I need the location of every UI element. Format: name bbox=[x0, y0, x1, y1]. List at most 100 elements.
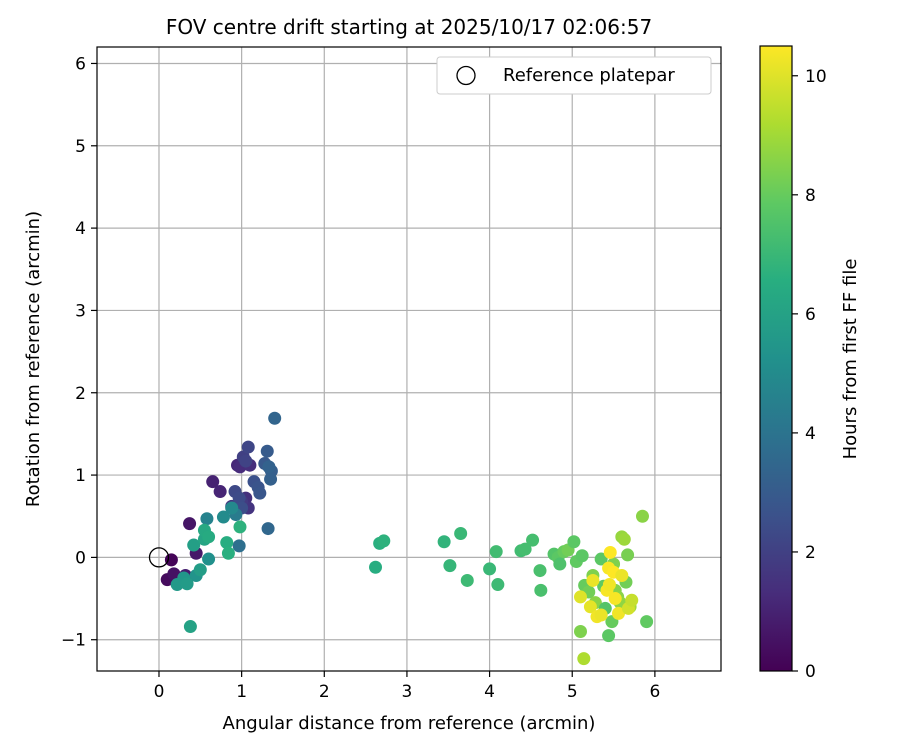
data-point bbox=[491, 578, 505, 592]
data-point bbox=[377, 534, 391, 548]
data-point bbox=[454, 527, 468, 541]
reference-marker bbox=[148, 547, 170, 568]
data-point bbox=[268, 411, 282, 425]
colorbar-tick-label: 6 bbox=[805, 305, 816, 325]
colorbar-ticks: 0 2 4 6 8 10 bbox=[792, 67, 827, 682]
data-point bbox=[594, 552, 608, 566]
x-axis-label: Angular distance from reference (arcmin) bbox=[223, 713, 596, 734]
data-point bbox=[575, 549, 589, 563]
data-point bbox=[264, 472, 278, 486]
data-point bbox=[202, 552, 216, 566]
y-tick-label: 5 bbox=[75, 137, 86, 157]
data-point bbox=[573, 590, 587, 604]
data-point bbox=[608, 592, 622, 606]
data-point bbox=[193, 563, 207, 577]
data-point bbox=[573, 624, 587, 638]
data-point bbox=[233, 520, 247, 534]
colorbar-tick-label: 4 bbox=[805, 424, 816, 444]
y-tick-label: 6 bbox=[75, 54, 86, 74]
data-point bbox=[612, 606, 626, 620]
data-point bbox=[261, 522, 275, 536]
data-point bbox=[489, 545, 503, 559]
data-point bbox=[603, 545, 617, 559]
data-point bbox=[533, 564, 547, 578]
data-point bbox=[437, 535, 451, 549]
data-point bbox=[221, 546, 235, 560]
x-axis-ticks: 0 1 2 3 4 5 6 bbox=[154, 671, 660, 702]
data-point bbox=[534, 583, 548, 597]
colorbar-tick-label: 10 bbox=[805, 67, 827, 87]
data-point bbox=[232, 491, 246, 505]
data-point bbox=[202, 530, 216, 544]
legend-label: Reference platepar bbox=[503, 65, 675, 86]
data-point bbox=[615, 569, 629, 583]
data-point bbox=[518, 542, 532, 556]
data-point bbox=[232, 539, 246, 553]
colorbar-tick-label: 0 bbox=[805, 662, 816, 682]
data-point bbox=[640, 615, 654, 629]
data-point bbox=[213, 485, 227, 499]
data-point bbox=[617, 532, 631, 546]
data-point bbox=[216, 510, 230, 524]
x-tick-label: 2 bbox=[319, 682, 330, 702]
y-tick-label: −1 bbox=[61, 631, 86, 651]
x-tick-label: 1 bbox=[236, 682, 247, 702]
y-tick-label: 4 bbox=[75, 219, 86, 239]
plot-area-frame bbox=[96, 46, 722, 672]
data-point bbox=[602, 629, 616, 643]
x-tick-label: 4 bbox=[484, 682, 495, 702]
y-axis-label: Rotation from reference (arcmin) bbox=[23, 211, 44, 507]
data-point bbox=[369, 560, 383, 574]
data-point bbox=[567, 535, 581, 549]
data-point bbox=[187, 538, 201, 552]
data-point bbox=[220, 536, 234, 550]
data-point bbox=[526, 533, 540, 547]
data-point bbox=[241, 440, 255, 454]
data-point bbox=[167, 567, 181, 581]
data-point bbox=[206, 475, 220, 489]
colorbar: 0 2 4 6 8 10 Hours from first FF file bbox=[759, 45, 861, 682]
y-axis-ticks: −1 0 1 2 3 4 5 6 bbox=[61, 54, 97, 651]
data-point bbox=[460, 573, 474, 587]
data-point bbox=[225, 501, 239, 515]
data-point bbox=[635, 509, 649, 523]
x-tick-label: 0 bbox=[154, 682, 165, 702]
data-point bbox=[553, 557, 567, 571]
colorbar-gradient bbox=[759, 45, 793, 672]
data-point bbox=[483, 562, 497, 576]
data-point bbox=[183, 620, 197, 634]
data-point bbox=[625, 593, 639, 607]
data-point bbox=[183, 517, 197, 531]
x-tick-label: 6 bbox=[649, 682, 660, 702]
legend-box bbox=[436, 56, 712, 95]
data-point bbox=[180, 577, 194, 591]
data-point bbox=[262, 460, 276, 474]
data-point bbox=[260, 444, 274, 458]
data-point bbox=[443, 559, 457, 573]
legend: Reference platepar bbox=[436, 56, 712, 95]
y-tick-label: 2 bbox=[75, 384, 86, 404]
data-point bbox=[170, 578, 184, 592]
data-point bbox=[164, 553, 178, 567]
data-point bbox=[602, 578, 616, 592]
data-point bbox=[253, 486, 267, 500]
y-tick-label: 1 bbox=[75, 466, 86, 486]
reference-platepar-point bbox=[148, 547, 170, 568]
data-point bbox=[200, 512, 214, 526]
colorbar-tick-label: 2 bbox=[805, 543, 816, 563]
data-points bbox=[160, 411, 654, 666]
data-point bbox=[239, 454, 253, 468]
y-tick-label: 0 bbox=[75, 548, 86, 568]
data-point bbox=[594, 608, 608, 622]
colorbar-label: Hours from first FF file bbox=[840, 259, 861, 460]
data-point bbox=[577, 652, 591, 666]
data-point bbox=[621, 548, 635, 562]
y-tick-label: 3 bbox=[75, 301, 86, 321]
grid-lines bbox=[97, 47, 721, 671]
data-point bbox=[586, 573, 600, 587]
colorbar-tick-label: 8 bbox=[805, 186, 816, 206]
x-tick-label: 5 bbox=[567, 682, 578, 702]
chart-title: FOV centre drift starting at 2025/10/17 … bbox=[166, 15, 652, 39]
data-point bbox=[583, 600, 597, 614]
